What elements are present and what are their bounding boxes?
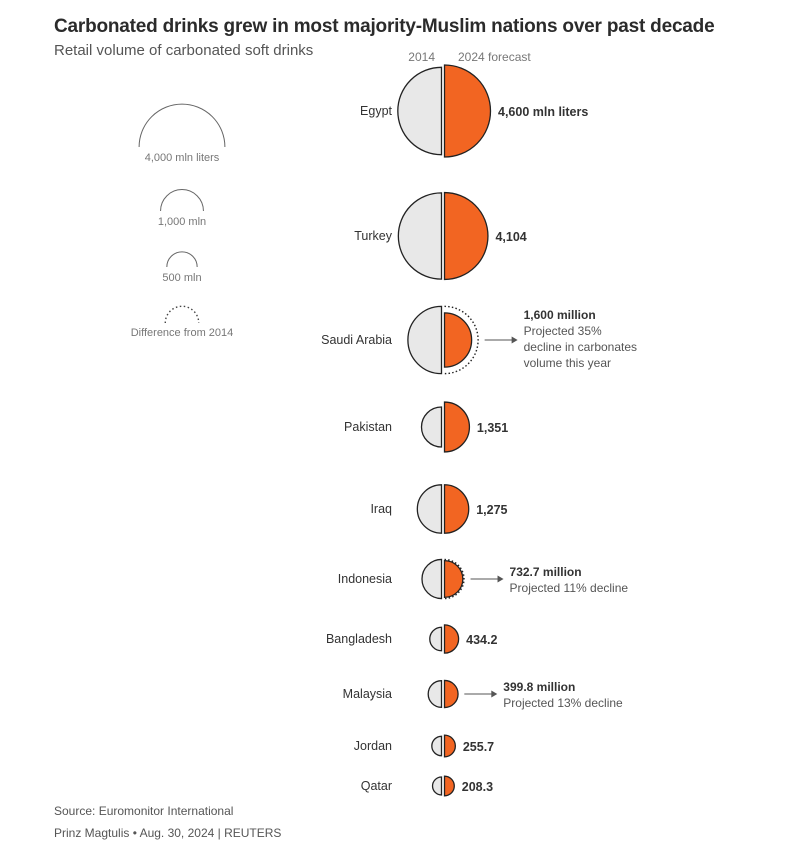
difference-arc [444,305,479,375]
value-label: 255.7 [463,740,494,754]
half-2014 [416,484,443,534]
half-2014 [427,680,443,708]
country-label: Turkey [354,229,392,243]
half-2024 [443,191,489,281]
legend: 4,000 mln liters 1,000 mln 500 mln Differen… [131,103,234,339]
source-note: Source: Euromonitor International [54,804,234,818]
country-label: Indonesia [338,572,392,586]
row-pakistan: Pakistan 1,351 [344,401,508,453]
row-iraq: Iraq 1,275 [370,484,508,534]
series-labels: 2014 2024 forecast [408,50,531,64]
half-2024 [443,734,456,758]
legend-arc-4000 [138,103,226,148]
half-2024 [443,401,470,453]
value-label: 434.2 [466,633,497,647]
value-label: 4,600 mln liters [498,105,588,119]
country-label: Egypt [360,104,392,118]
note-line: volume this year [524,356,611,370]
chart-title: Carbonated drinks grew in most majority-… [54,16,715,37]
series-label-2024: 2024 forecast [458,50,531,64]
value-label: 1,600 million [524,308,596,322]
country-label: Bangladesh [326,632,392,646]
note-arrow-head [511,336,518,344]
country-label: Pakistan [344,420,392,434]
half-2024 [443,679,459,709]
row-malaysia: Malaysia 399.8 million Projected 13% decli… [343,679,623,710]
note-line: Projected 11% decline [510,581,629,595]
legend-arc-1000 [160,189,204,212]
half-2024 [443,312,473,368]
half-2014 [397,192,443,280]
legend-label-4000: 4,000 mln liters [145,152,220,164]
half-2024 [443,484,470,534]
credit-line: Prinz Magtulis • Aug. 30, 2024 | REUTERS [54,826,282,840]
note-line: decline in carbonates [524,340,637,354]
row-saudi-arabia: Saudi Arabia 1,600 million Projected 35% de… [321,305,637,375]
value-label: 732.7 million [510,565,582,579]
chart-subtitle: Retail volume of carbonated soft drinks [54,42,314,59]
half-2014 [431,735,443,757]
half-2024 [443,559,464,599]
note-arrow-head [491,690,498,698]
value-label: 1,351 [477,421,508,435]
series-label-2014: 2014 [408,50,435,64]
half-2014 [420,406,443,448]
legend-difference-arc [164,305,200,324]
note-line: Projected 35% [524,324,602,338]
half-2014 [407,305,443,375]
chart-marks: Egypt 4,600 mln liters Turkey 4,104 Saudi Ar… [321,64,637,797]
row-turkey: Turkey 4,104 [354,191,527,281]
value-label: 4,104 [495,230,526,244]
half-2014 [429,626,443,652]
half-2024 [443,775,455,797]
country-label: Iraq [370,502,392,516]
country-label: Qatar [361,779,392,793]
half-2024 [443,624,460,654]
half-2024 [443,64,492,158]
difference-arc [444,558,465,600]
legend-label-1000: 1,000 mln [158,216,206,228]
half-2014 [421,558,443,600]
half-2014 [431,776,443,796]
country-label: Jordan [354,739,392,753]
half-2014 [397,66,443,156]
value-label: 399.8 million [503,680,575,694]
country-label: Saudi Arabia [321,333,392,347]
legend-label-500: 500 mln [162,272,201,284]
note-arrow-head [497,575,504,583]
row-jordan: Jordan 255.7 [354,734,494,758]
row-egypt: Egypt 4,600 mln liters [360,64,588,158]
country-label: Malaysia [343,687,392,701]
row-qatar: Qatar 208.3 [361,775,493,797]
legend-arc-500 [166,251,198,268]
value-label: 208.3 [462,780,493,794]
row-bangladesh: Bangladesh 434.2 [326,624,497,654]
legend-difference-label: Difference from 2014 [131,327,234,339]
value-label: 1,275 [476,503,507,517]
note-line: Projected 13% decline [503,696,623,710]
row-indonesia: Indonesia 732.7 million Projected 11% decl… [338,558,629,600]
